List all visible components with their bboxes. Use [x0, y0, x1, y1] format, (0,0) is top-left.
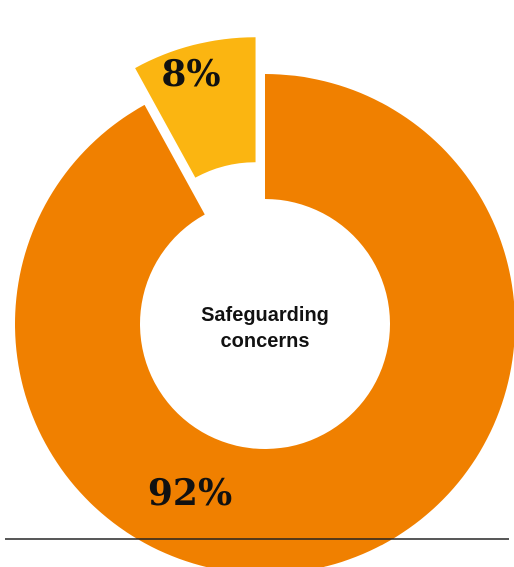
center-label-line-1: Safeguarding — [201, 304, 329, 326]
slice-label-8: 8% — [161, 53, 220, 95]
donut-slice-92 — [15, 74, 514, 567]
center-label-line-2: concerns — [221, 330, 310, 352]
slice-labels: 92% 8% — [148, 53, 232, 514]
center-label: Safeguarding concerns — [201, 304, 329, 352]
donut-slice-8 — [135, 37, 256, 178]
donut-slices — [15, 37, 514, 567]
slice-label-92: 92% — [148, 472, 232, 514]
